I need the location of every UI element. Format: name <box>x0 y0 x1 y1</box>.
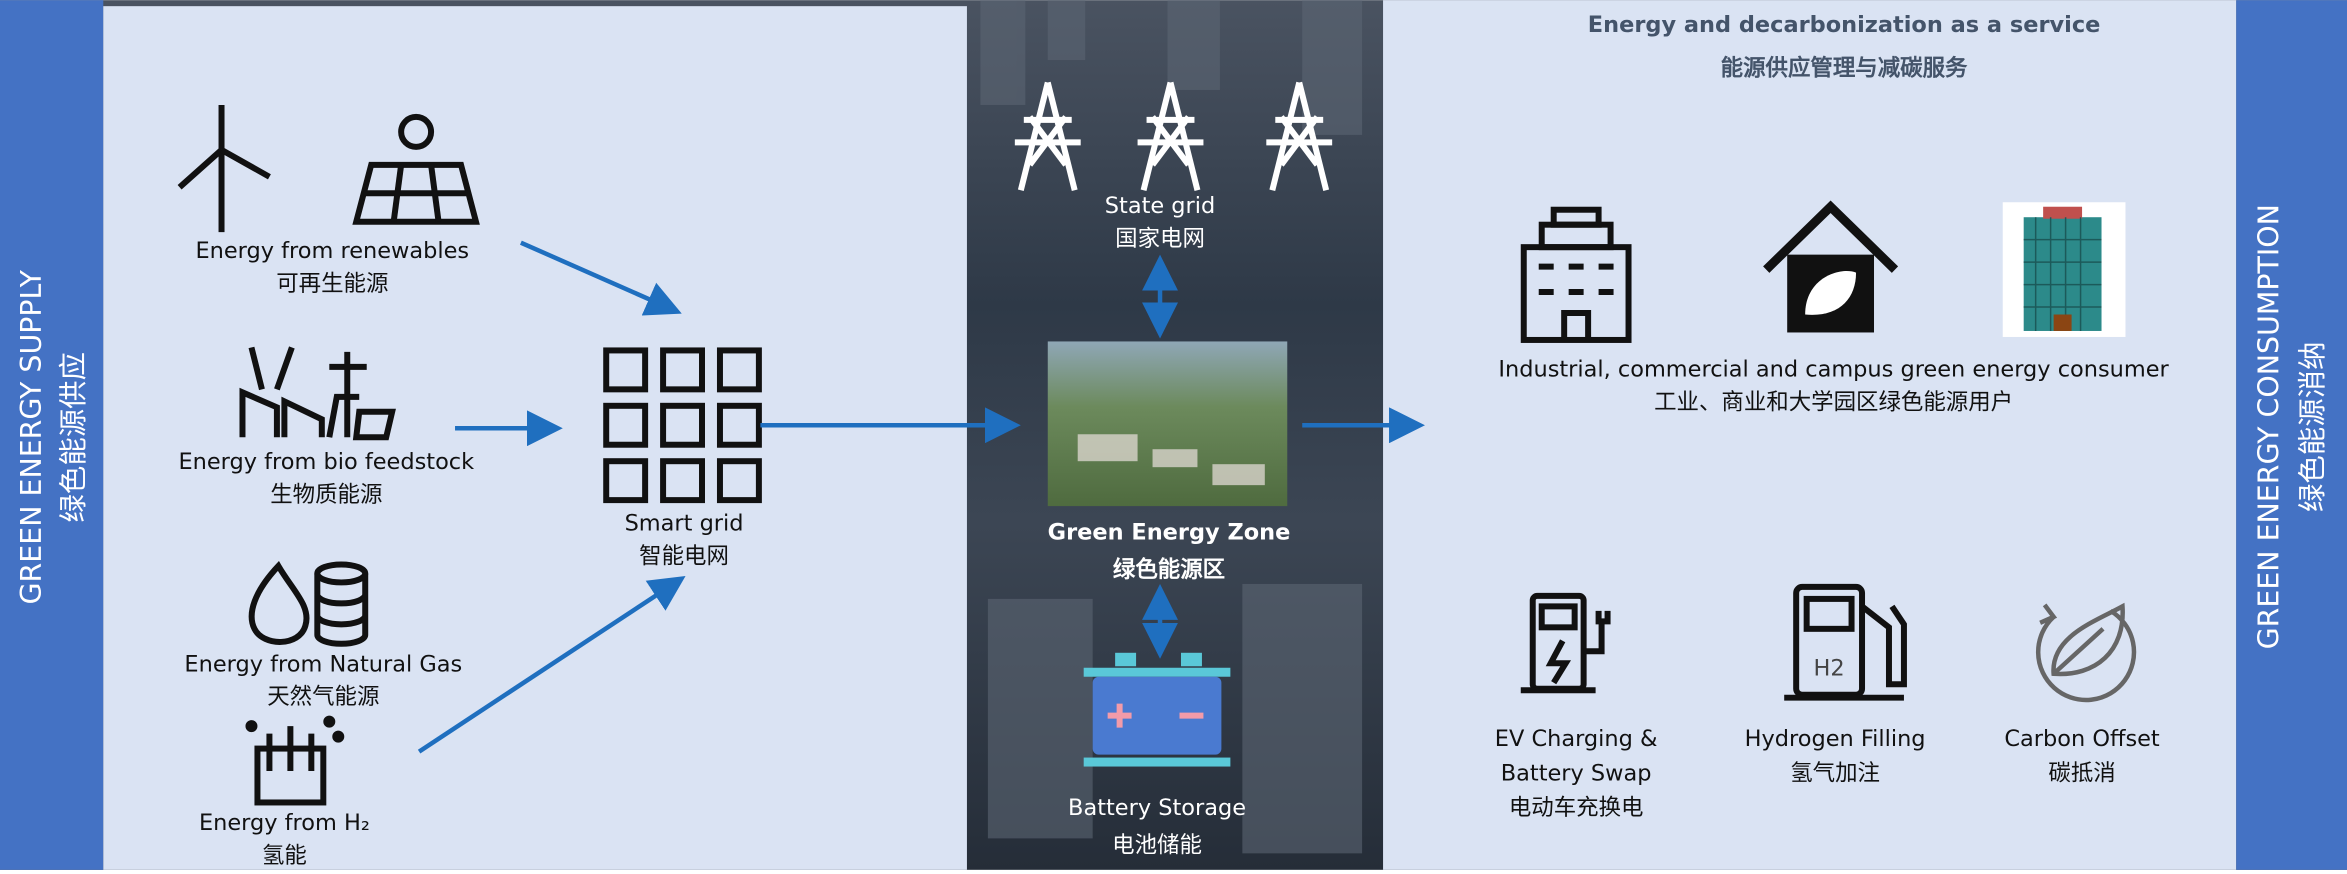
sidebar-zh: 绿色能源消纳 <box>2296 342 2329 513</box>
sidebar-en: GREEN ENERGY CONSUMPTION <box>2253 204 2286 649</box>
service-label: 氢气加注 <box>1790 761 1880 787</box>
source-label: Energy from Natural Gas <box>184 651 462 677</box>
consumer-label-zh: 工业、商业和大学园区绿色能源用户 <box>1654 389 2013 415</box>
service-title: Energy and decarbonization as a service <box>1588 12 2101 38</box>
battery-icon <box>1084 653 1231 767</box>
state-grid-label: State grid <box>1105 193 1215 219</box>
sidebar-en: GREEN ENERGY SUPPLY <box>15 269 48 604</box>
source-label: Energy from H₂ <box>199 810 370 836</box>
service-label: Battery Swap <box>1501 761 1652 787</box>
sidebar-zh: 绿色能源供应 <box>57 352 90 523</box>
smart-grid-label-zh: 智能电网 <box>639 543 729 569</box>
battery-label-zh: 电池储能 <box>1112 832 1202 858</box>
source-label-zh: 氢能 <box>262 843 307 869</box>
service-subtitle: 能源供应管理与减碳服务 <box>1721 55 1968 82</box>
pump-label: H2 <box>1814 656 1845 682</box>
service-label: EV Charging & <box>1495 726 1658 752</box>
page: GREEN ENERGY SUPPLY 绿色能源供应 GREEN ENERGY … <box>0 0 2347 870</box>
zone-label: Green Energy Zone <box>1048 520 1291 546</box>
office-tower-icon <box>2003 202 2126 337</box>
consumer-label: Industrial, commercial and campus green … <box>1498 356 2169 382</box>
supply-panel <box>103 6 967 870</box>
service-label: Carbon Offset <box>2004 726 2160 752</box>
source-label: Energy from renewables <box>195 238 469 264</box>
source-label-zh: 生物质能源 <box>270 482 382 508</box>
source-label-zh: 天然气能源 <box>267 684 379 710</box>
smart-grid-label: Smart grid <box>625 511 744 537</box>
zone-label-zh: 绿色能源区 <box>1113 556 1225 583</box>
battery-label: Battery Storage <box>1068 795 1246 821</box>
diagram: GREEN ENERGY SUPPLY 绿色能源供应 GREEN ENERGY … <box>0 0 2347 870</box>
service-label: 电动车充换电 <box>1509 795 1644 821</box>
source-label: Energy from bio feedstock <box>178 449 474 475</box>
service-label: 碳抵消 <box>2048 761 2115 787</box>
source-label-zh: 可再生能源 <box>276 271 388 297</box>
service-label: Hydrogen Filling <box>1745 726 1926 752</box>
state-grid-label-zh: 国家电网 <box>1115 226 1205 252</box>
